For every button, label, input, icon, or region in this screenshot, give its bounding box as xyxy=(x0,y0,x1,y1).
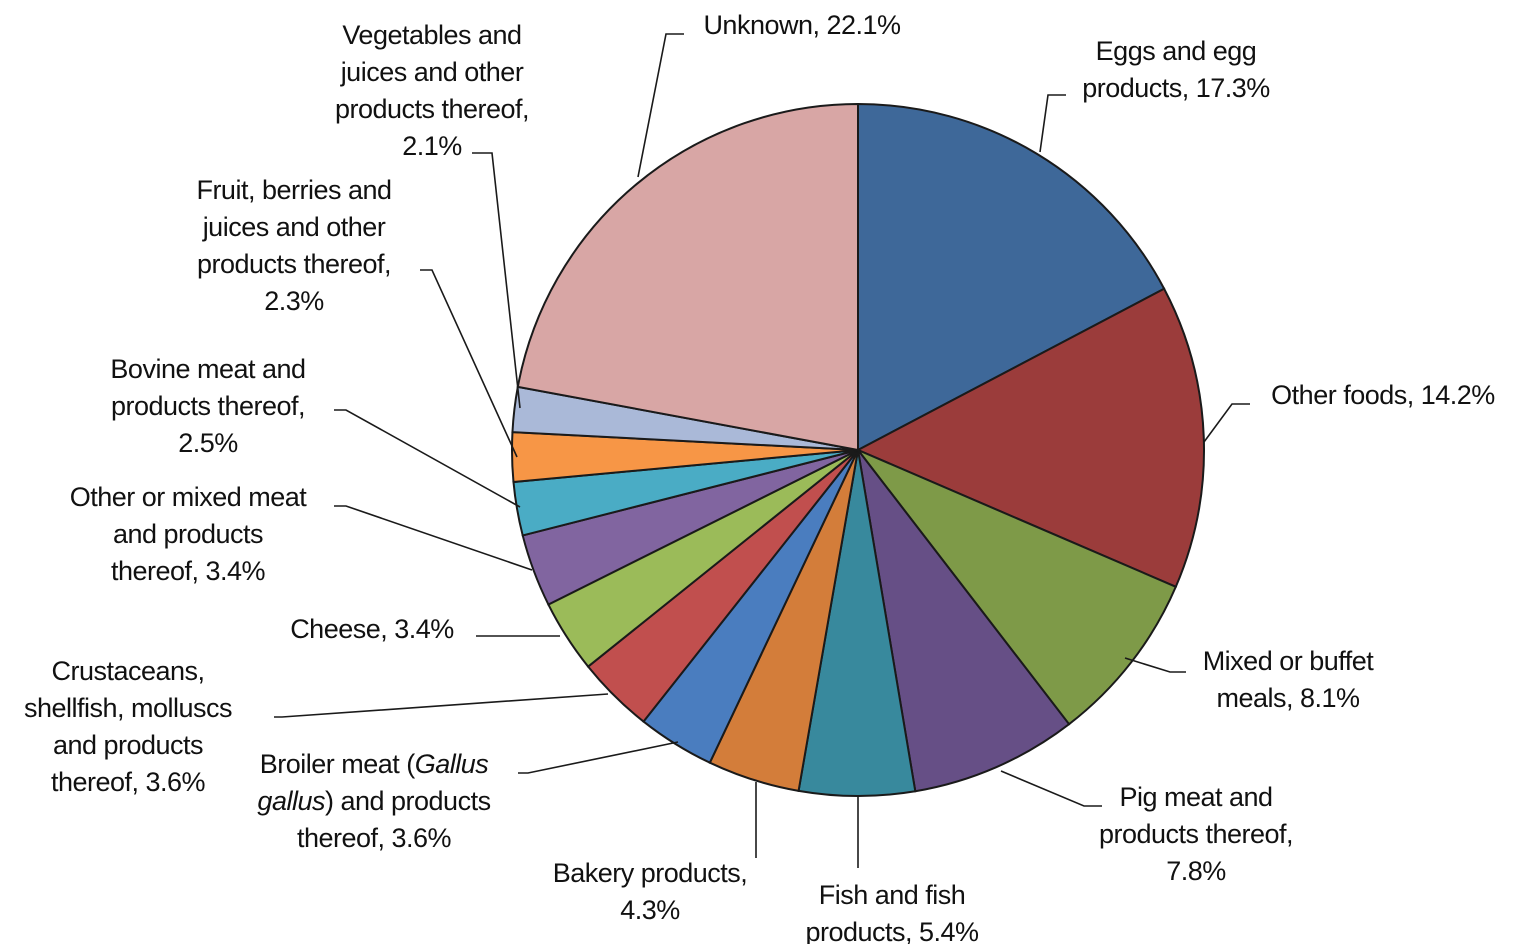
slice-label-text: juices and other xyxy=(202,212,386,242)
leader-line-fruit-berries-and-juices-and-other-products-thereof xyxy=(420,269,518,458)
slice-label-text: products, 17.3% xyxy=(1082,73,1270,103)
slice-label-text: Gallus xyxy=(415,749,489,779)
slice-label-text: Broiler meat ( xyxy=(260,749,416,779)
slice-label-text: Mixed or buffet xyxy=(1203,646,1375,676)
leader-line-other-foods xyxy=(1203,403,1250,443)
leader-line-vegetables-and-juices-and-other-products-thereof xyxy=(472,152,521,409)
leader-line-broiler-meat-and-products-thereof xyxy=(518,741,679,774)
pie-slice-pig-meat-and-products-thereof xyxy=(857,449,1071,793)
leader-line-mixed-or-buffet-meals xyxy=(1124,657,1186,673)
leader-line-crustaceans-shellfish-molluscs-and-products-thereof xyxy=(274,693,609,718)
leader-lines xyxy=(274,33,1250,868)
slice-label-text: Other foods, 14.2% xyxy=(1271,380,1495,410)
slice-label-text: Eggs and egg xyxy=(1096,36,1257,66)
leader-line-bovine-meat-and-products-thereof xyxy=(334,409,521,508)
slice-label-text: products thereof, xyxy=(111,391,305,421)
slice-label-pig-meat-and-products-thereof: Pig meat and products thereof, 7.8% xyxy=(1099,782,1293,886)
slice-label-text: Pig meat and xyxy=(1119,782,1272,812)
slice-label-text: 7.8% xyxy=(1166,856,1226,886)
slice-label-crustaceans-shellfish-molluscs-and-products-thereof: Crustaceans, shellfish, molluscs and produ… xyxy=(24,656,232,797)
pie-slices xyxy=(511,102,1205,797)
slice-label-bovine-meat-and-products-thereof: Bovine meat and products thereof, 2.5% xyxy=(110,354,305,458)
pie-slice-other-foods xyxy=(855,287,1205,589)
slice-label-other-foods: Other foods, 14.2% xyxy=(1271,380,1495,410)
slice-label-fruit-berries-and-juices-and-other-products-thereof: Fruit, berries and juices and other produc… xyxy=(196,175,391,316)
slice-label-text: Crustaceans, xyxy=(51,656,204,686)
slice-label-text: Other or mixed meat xyxy=(70,482,308,512)
slice-labels: Eggs and egg products, 17.3% Other foods, … xyxy=(24,10,1496,944)
pie-slice-eggs-and-egg-products xyxy=(857,102,1166,452)
slice-label-text: Bakery products, xyxy=(553,858,748,888)
slice-label-vegetables-and-juices-and-other-products-thereof: Vegetables and juices and other products t… xyxy=(335,20,529,161)
slice-label-text: thereof, 3.4% xyxy=(111,556,266,586)
slice-label-text: Unknown, 22.1% xyxy=(703,10,901,40)
leader-line-eggs-and-egg-products xyxy=(1039,94,1066,153)
slice-label-text: and products xyxy=(113,519,263,549)
slice-label-unknown: Unknown, 22.1% xyxy=(703,10,901,40)
slice-label-text: 2.5% xyxy=(178,428,238,458)
slice-label-cheese: Cheese, 3.4% xyxy=(290,614,454,644)
leader-line-other-or-mixed-meat-and-products-thereof xyxy=(334,505,533,571)
slice-label-text: thereof, 3.6% xyxy=(51,767,206,797)
slice-label-text: products thereof, xyxy=(197,249,391,279)
slice-label-text: Fish and fish xyxy=(819,880,966,910)
slice-label-text: products thereof, xyxy=(335,94,529,124)
slice-label-text: Fruit, berries and xyxy=(196,175,391,205)
slice-label-text: ) and products xyxy=(325,786,491,816)
slice-label-text: 2.3% xyxy=(264,286,324,316)
slice-label-text: products thereof, xyxy=(1099,819,1293,849)
slice-label-text: 4.3% xyxy=(620,895,680,925)
slice-label-other-or-mixed-meat-and-products-thereof: Other or mixed meat and products thereof, … xyxy=(70,482,308,586)
slice-label-text: Cheese, 3.4% xyxy=(290,614,454,644)
slice-label-broiler-meat-and-products-thereof: Broiler meat (Gallus gallus) and products… xyxy=(257,749,490,853)
slice-label-text: shellfish, molluscs xyxy=(24,693,232,723)
leader-line-pig-meat-and-products-thereof xyxy=(1000,770,1102,807)
slice-label-bakery-products: Bakery products, 4.3% xyxy=(553,858,748,925)
slice-label-mixed-or-buffet-meals: Mixed or buffet meals, 8.1% xyxy=(1203,646,1375,713)
slice-label-text: and products xyxy=(53,730,203,760)
slice-label-text: 2.1% xyxy=(402,131,462,161)
slice-label-text: gallus xyxy=(257,786,325,816)
slice-label-fish-and-fish-products: Fish and fish products, 5.4% xyxy=(805,880,979,944)
slice-label-text: meals, 8.1% xyxy=(1216,683,1360,713)
slice-label-text: Bovine meat and xyxy=(110,354,305,384)
slice-label-text: thereof, 3.6% xyxy=(297,823,452,853)
leader-line-unknown xyxy=(637,33,684,178)
pie-slice-unknown xyxy=(516,102,859,452)
slice-label-text: juices and other xyxy=(340,57,524,87)
slice-label-text: Vegetables and xyxy=(342,20,521,50)
pie-slice-mixed-or-buffet-meals xyxy=(854,447,1178,726)
slice-label-eggs-and-egg-products: Eggs and egg products, 17.3% xyxy=(1082,36,1270,103)
slice-label-text: products, 5.4% xyxy=(805,917,979,944)
